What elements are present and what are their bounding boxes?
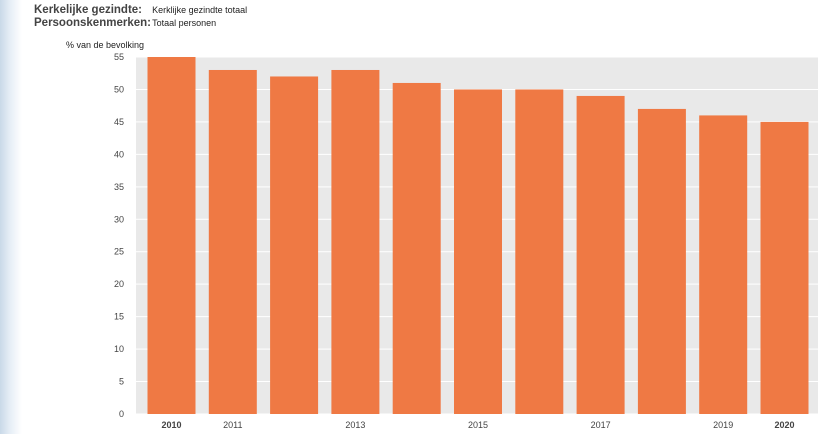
bar-2015 bbox=[454, 89, 502, 415]
y-tick-label-0: 0 bbox=[119, 409, 124, 419]
filter-religion-key: Kerkelijke gezindte: bbox=[34, 4, 143, 16]
bar-2020 bbox=[760, 121, 809, 414]
y-tick-label-40: 40 bbox=[114, 149, 124, 159]
y-tick-label-45: 45 bbox=[114, 117, 124, 127]
bar-2018 bbox=[637, 108, 686, 414]
bar-2016 bbox=[515, 89, 564, 415]
y-tick-label-10: 10 bbox=[114, 344, 124, 354]
filter-person: Persoonskenmerken: Totaal personen bbox=[34, 17, 247, 30]
y-tick-label-20: 20 bbox=[114, 279, 124, 289]
x-tick-label-2015: 2015 bbox=[468, 420, 488, 430]
filter-person-value: Totaal personen bbox=[152, 18, 217, 28]
filter-religion-value: Kerklijke gezindte totaal bbox=[152, 5, 248, 15]
bar-2012 bbox=[270, 76, 319, 415]
x-tick-label-2020: 2020 bbox=[774, 420, 794, 430]
plot-area: 0 5 10 15 20 25 30 35 40 45 50 55 2010 2011 2013 2015 20… bbox=[114, 52, 818, 430]
bar-2017 bbox=[576, 95, 625, 414]
x-tick-label-2019: 2019 bbox=[713, 420, 733, 430]
filter-person-key: Persoonskenmerken: bbox=[34, 17, 151, 29]
y-tick-label-5: 5 bbox=[119, 377, 124, 387]
y-tick-label-50: 50 bbox=[114, 84, 124, 94]
bar-2011 bbox=[208, 69, 257, 415]
bar-2014 bbox=[392, 82, 441, 415]
y-tick-label-55: 55 bbox=[114, 52, 124, 62]
x-tick-label-2011: 2011 bbox=[223, 420, 242, 430]
chart-filters: Kerkelijke gezindte: Kerklijke gezindte … bbox=[34, 4, 247, 30]
bar-2013 bbox=[331, 69, 380, 415]
x-tick-label-2017: 2017 bbox=[591, 420, 611, 430]
y-tick-label-15: 15 bbox=[114, 312, 124, 322]
y-tick-label-35: 35 bbox=[114, 182, 124, 192]
y-axis-label: % van de bevolking bbox=[66, 40, 144, 50]
filter-religion: Kerkelijke gezindte: Kerklijke gezindte … bbox=[34, 4, 247, 17]
bar-2010 bbox=[147, 57, 196, 414]
x-tick-label-2010: 2010 bbox=[161, 420, 181, 430]
bar-2019 bbox=[699, 115, 748, 414]
x-tick-label-2013: 2013 bbox=[345, 420, 365, 430]
y-tick-label-25: 25 bbox=[114, 247, 124, 257]
y-tick-label-30: 30 bbox=[114, 214, 124, 224]
